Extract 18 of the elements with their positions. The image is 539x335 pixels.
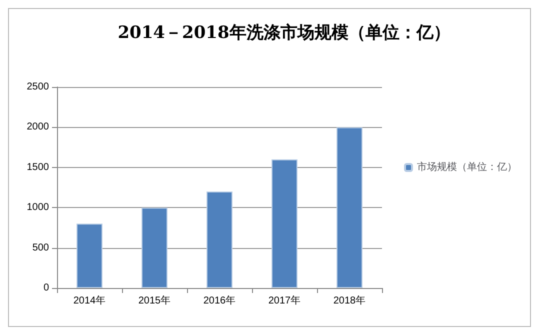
bar: [272, 159, 298, 288]
bar: [206, 192, 232, 288]
y-tick-label: 2500: [26, 82, 50, 92]
y-tick-label: 0: [43, 282, 50, 294]
y-tick-label: 1500: [26, 162, 50, 173]
y-tick-label: 500: [32, 242, 50, 254]
y-tick-label: 1000: [26, 202, 50, 214]
chart-title: 2014－2018年洗涤市场规模（单位：亿）: [118, 23, 450, 43]
bar: [142, 208, 168, 288]
y-tick-label: 2000: [26, 122, 50, 133]
legend-label: 市场规模（单位：亿）: [417, 161, 517, 173]
x-tick-label: 2018年: [333, 294, 366, 306]
bar: [76, 224, 102, 288]
bar: [336, 127, 362, 288]
x-tick-label: 2015年: [138, 294, 171, 306]
x-tick-label: 2016年: [203, 294, 236, 306]
x-tick-label: 2014年: [73, 294, 106, 306]
x-tick-label: 2017年: [268, 294, 301, 306]
